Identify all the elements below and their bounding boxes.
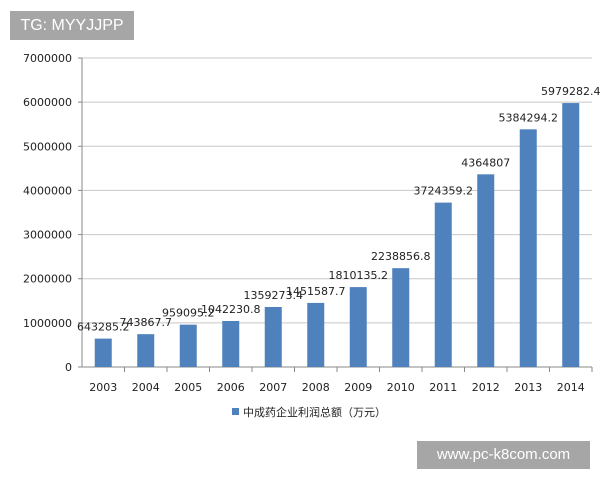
y-tick-label: 6000000: [23, 96, 72, 109]
x-tick-label: 2010: [387, 381, 415, 394]
bar: [222, 320, 240, 367]
x-tick-label: 2012: [472, 381, 500, 394]
x-tick-label: 2006: [217, 381, 245, 394]
y-tick-label: 7000000: [23, 52, 72, 65]
x-tick-label: 2013: [514, 381, 542, 394]
bar: [392, 268, 410, 367]
bar: [562, 103, 580, 368]
data-label: 5384294.2: [499, 111, 559, 124]
y-tick-label: 2000000: [23, 273, 72, 286]
data-label: 1042230.8: [201, 303, 261, 316]
y-tick-label: 4000000: [23, 184, 72, 197]
data-label: 1810135.2: [329, 269, 389, 282]
data-label: 4364807: [461, 156, 510, 169]
x-tick-label: 2011: [429, 381, 457, 394]
bar: [434, 202, 452, 367]
bar: [179, 324, 197, 367]
bar: [137, 334, 155, 367]
legend-swatch: [232, 408, 239, 415]
x-tick-label: 2003: [89, 381, 117, 394]
data-label: 2238856.8: [371, 250, 431, 263]
bar: [94, 338, 112, 367]
y-tick-label: 0: [65, 361, 72, 374]
watermark-bottom: www.pc-k8com.com: [417, 441, 590, 469]
x-tick-label: 2009: [344, 381, 372, 394]
watermark-top: TG: MYYJJPP: [10, 11, 134, 40]
bar: [519, 129, 537, 367]
x-tick-label: 2004: [132, 381, 160, 394]
data-label: 3724359.2: [414, 185, 474, 198]
y-tick-label: 1000000: [23, 317, 72, 330]
data-label: 5979282.4: [541, 85, 600, 98]
bar: [264, 306, 282, 367]
x-tick-label: 2008: [302, 381, 330, 394]
data-label: 959095.2: [162, 307, 215, 320]
data-label: 643285.2: [77, 321, 130, 334]
x-tick-label: 2007: [259, 381, 287, 394]
bar: [307, 302, 325, 367]
data-label: 1359273.4: [244, 289, 304, 302]
y-tick-label: 3000000: [23, 229, 72, 242]
y-tick-label: 5000000: [23, 140, 72, 153]
bar: [477, 174, 495, 367]
x-tick-label: 2005: [174, 381, 202, 394]
bar: [349, 287, 367, 367]
legend-label: 中成药企业利润总额（万元）: [243, 405, 386, 419]
data-label: 743867.7: [120, 316, 173, 329]
x-tick-label: 2014: [557, 381, 585, 394]
data-label: 1451587.7: [286, 285, 346, 298]
